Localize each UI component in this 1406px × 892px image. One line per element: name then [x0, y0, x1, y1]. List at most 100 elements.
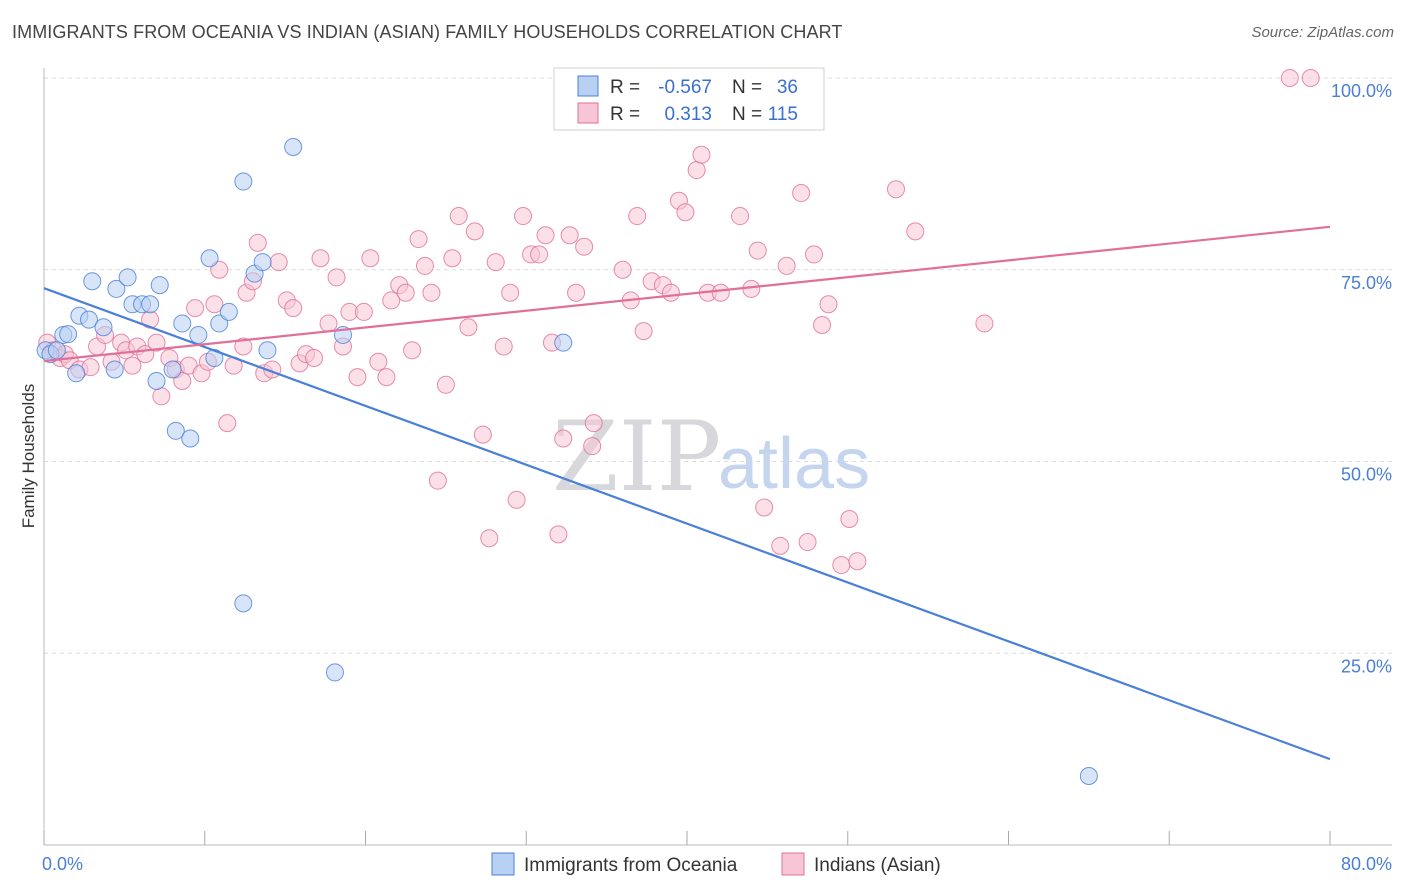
- x-ticks: [43, 831, 1331, 845]
- indians-point: [382, 291, 401, 310]
- indians-point: [422, 283, 441, 302]
- indians-point: [692, 145, 711, 164]
- oceania-point: [189, 325, 208, 344]
- indians-point: [494, 337, 513, 356]
- stats-n-label-pink: N =: [732, 104, 762, 125]
- indians-point: [147, 333, 166, 352]
- indians-point: [1280, 69, 1299, 87]
- oceania-point: [325, 663, 344, 682]
- stats-r-label-blue: R =: [610, 77, 640, 98]
- y-tick-labels: 25.0% 50.0% 75.0% 100.0%: [1331, 81, 1392, 676]
- indians-point: [449, 207, 468, 226]
- indians-point: [777, 256, 796, 275]
- indians-point: [369, 352, 388, 371]
- series-oceania-points: [36, 138, 1098, 785]
- chart-title: IMMIGRANTS FROM OCEANIA VS INDIAN (ASIAN…: [12, 22, 843, 42]
- indians-point: [771, 536, 790, 555]
- indians-point: [186, 299, 205, 318]
- indians-point: [377, 368, 396, 387]
- stats-r-value-blue: -0.567: [658, 77, 712, 98]
- indians-point: [459, 318, 478, 337]
- indians-point: [804, 245, 823, 264]
- indians-point: [560, 226, 579, 245]
- indians-point: [480, 529, 499, 548]
- indians-point: [409, 230, 428, 249]
- y-axis-label: Family Households: [19, 384, 38, 529]
- bottom-legend: Immigrants from Oceania Indians (Asian): [491, 852, 941, 876]
- indians-point: [530, 245, 549, 264]
- stats-n-value-blue: 36: [777, 77, 798, 98]
- indians-point: [798, 533, 817, 552]
- oceania-point: [47, 341, 66, 360]
- oceania-point: [554, 333, 573, 352]
- oceania-point: [59, 325, 78, 344]
- indians-point: [428, 471, 447, 490]
- indians-point: [465, 222, 484, 241]
- oceania-point: [200, 249, 219, 268]
- indians-point: [305, 348, 324, 367]
- indians-point: [575, 237, 594, 256]
- indians-point: [319, 314, 338, 333]
- x-tick-label-min: 0.0%: [42, 854, 83, 874]
- oceania-point: [118, 268, 137, 287]
- watermark: ZIP atlas: [552, 401, 870, 513]
- oceania-point: [210, 314, 229, 333]
- legend-swatch-indians: [781, 852, 805, 876]
- indians-point: [248, 233, 267, 252]
- indians-point: [218, 414, 237, 433]
- indians-point: [813, 315, 832, 334]
- indians-point: [210, 260, 229, 279]
- indians-point: [755, 498, 774, 517]
- indians-point: [975, 314, 994, 333]
- stats-r-value-pink: 0.313: [664, 104, 712, 125]
- indians-point: [567, 283, 586, 302]
- indians-point: [354, 302, 373, 321]
- legend-label-oceania: Immigrants from Oceania: [524, 855, 738, 876]
- indians-point: [554, 429, 573, 448]
- indians-point: [748, 241, 767, 260]
- indians-point: [840, 510, 859, 529]
- oceania-point: [150, 276, 169, 295]
- y-tick-label: 25.0%: [1341, 656, 1392, 676]
- indians-point: [711, 283, 730, 302]
- legend-label-indians: Indians (Asian): [814, 855, 941, 876]
- indians-point: [792, 184, 811, 203]
- oceania-point: [83, 272, 102, 291]
- oceania-point: [107, 279, 126, 298]
- indians-point: [819, 295, 838, 314]
- indians-point: [507, 490, 526, 509]
- oceania-point: [181, 429, 200, 448]
- oceania-point: [147, 371, 166, 390]
- indians-point: [1301, 69, 1320, 87]
- indians-point: [152, 387, 171, 406]
- indians-point: [687, 161, 706, 180]
- y-tick-label: 100.0%: [1331, 81, 1392, 101]
- indians-point: [536, 226, 555, 245]
- oceania-point: [105, 360, 124, 379]
- indians-point: [486, 253, 505, 272]
- indians-point: [327, 268, 346, 287]
- oceania-point: [1079, 766, 1098, 785]
- watermark-atlas: atlas: [718, 424, 870, 504]
- oceania-point: [234, 594, 253, 613]
- indians-point: [501, 283, 520, 302]
- indians-point: [284, 299, 303, 318]
- indians-point: [886, 180, 905, 199]
- oceania-point: [284, 138, 303, 157]
- indians-point: [311, 249, 330, 268]
- oceania-point: [94, 318, 113, 337]
- indians-point: [584, 414, 603, 433]
- indians-point: [234, 337, 253, 356]
- legend-swatch-oceania: [491, 852, 515, 876]
- indians-point: [613, 260, 632, 279]
- indians-point: [514, 207, 533, 226]
- indians-point: [583, 437, 602, 456]
- stats-legend-swatch-blue: [577, 75, 599, 97]
- stats-legend-swatch-pink: [577, 102, 599, 124]
- trend-line-oceania: [43, 287, 1331, 761]
- stats-legend-box: [553, 67, 825, 131]
- indians-point: [361, 249, 380, 268]
- trend-line-indians: [43, 225, 1331, 363]
- indians-point: [205, 295, 224, 314]
